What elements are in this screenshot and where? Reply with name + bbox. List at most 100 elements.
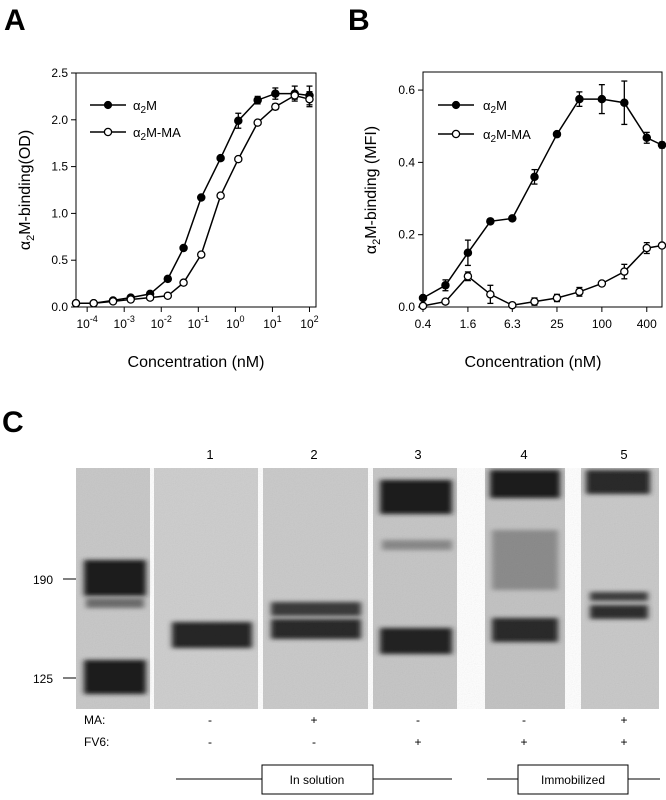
fv6-sign-lane-3: + (414, 735, 421, 749)
chart-a-series-1-point-9 (234, 154, 243, 164)
chart-b-series-1-point-3 (486, 290, 495, 299)
chart-a-frame (75, 72, 317, 308)
chart-a-legend-label-1: α2M (133, 98, 157, 116)
chart-a-series-1-point-11 (271, 102, 280, 111)
chart-b-legend-2-post: M-MA (496, 127, 531, 142)
chart-b-series-0-point-1 (441, 281, 450, 290)
chart-b-legend-marker-1 (451, 100, 461, 110)
ma-sign-lane-4: - (522, 713, 526, 727)
chart-a-legend-2-post: M-MA (146, 125, 181, 140)
chart-a-x-tick-label-2: 10-2 (151, 314, 172, 331)
chart-a-legend-1-post: M (146, 98, 157, 113)
chart-b-legend-label-1: α2M (483, 98, 507, 116)
chart-b-series-0-point-2 (463, 248, 473, 258)
chart-b-series-0-point-6 (552, 129, 562, 139)
lane-number-3: 3 (414, 447, 421, 462)
chart-b-y-tick-label-3: 0.6 (398, 83, 415, 97)
chart-a-x-tick-label-0: 10-4 (76, 314, 97, 331)
chart-b-series-1-point-4 (508, 300, 517, 310)
chart-b-x-axis-label: Concentration (nM) (465, 354, 602, 371)
chart-b-series-0-point-7 (575, 94, 584, 104)
chart-a-series-1-point-1 (89, 299, 98, 308)
chart-a-x-tick-label-5: 101 (263, 314, 281, 331)
chart-a-x-tick-label-4: 100 (226, 314, 244, 331)
chart-a-ylabel-sub: 2 (25, 235, 37, 241)
chart-a-series-1-point-12 (290, 91, 299, 100)
chart-b-x-tick-label-2: 6.3 (504, 317, 521, 331)
solution-label: In solution (290, 773, 345, 787)
lane-number-4: 4 (520, 447, 527, 462)
chart-a-series-1-point-2 (108, 297, 118, 306)
chart-b-series-0-point-3 (486, 217, 495, 226)
chart-a-series-1-point-7 (196, 250, 206, 259)
fv6-sign-lane-1: - (208, 735, 212, 749)
gel-strip-marker (76, 468, 150, 709)
chart-b-series-0-point-0 (418, 293, 428, 303)
chart-b-series-1-point-5 (530, 297, 539, 306)
chart-b-series-0-point-9 (620, 98, 629, 107)
chart-a-x-axis-label: Concentration (nM) (128, 354, 265, 371)
chart-b-frame (422, 71, 663, 308)
chart-b-series-1-point-8 (597, 279, 607, 288)
chart-a-legend-marker-1 (103, 100, 113, 110)
chart-a-x-tick-label-1: 10-3 (114, 314, 135, 331)
chart-a-series-1-point-5 (163, 291, 173, 301)
fv6-sign-lane-5: + (620, 735, 627, 749)
ma-sign-lane-1: - (208, 713, 212, 727)
chart-b-series-1-point-11 (657, 241, 666, 250)
marker-label-125: 125 (33, 672, 53, 686)
chart-a-legend-2-pre: α (133, 125, 141, 140)
chart-a-x-tick-label-6: 102 (300, 314, 318, 331)
chart-b-y-tick-label-0: 0.0 (398, 300, 415, 314)
chart-b-series-1-point-2 (463, 272, 473, 281)
chart-a-series-1-point-10 (253, 118, 262, 127)
immobilized-label: Immobilized (541, 773, 605, 787)
chart-b-series-1-point-1 (441, 297, 450, 306)
chart-b-y-tick-label-2: 0.4 (398, 155, 415, 169)
gel-strip-lane-5 (581, 468, 659, 709)
chart-a-series-0-point-8 (216, 153, 225, 163)
chart-a-series-1-point-8 (216, 191, 225, 200)
chart-a-ylabel-pre: α (17, 241, 34, 250)
chart-b-series-0-point-11 (657, 140, 666, 150)
chart-b-x-tick-label-3: 25 (550, 317, 564, 331)
lane-number-2: 2 (310, 447, 317, 462)
gel-strip-lane-1 (154, 468, 258, 709)
chart-b-x-tick-label-1: 1.6 (460, 317, 477, 331)
chart-b: Concentration (nM) α2M-binding (MFI) 0.4… (363, 71, 666, 371)
chart-b-x-tick-label-0: 0.4 (415, 317, 432, 331)
chart-a-legend-2-sub: 2 (141, 132, 147, 143)
immobilized-box (517, 764, 629, 795)
solution-box (261, 764, 374, 795)
chart-b-legend-marker-2 (451, 129, 461, 139)
chart-a-series-1-point-6 (179, 278, 188, 287)
chart-a: Concentration (nM) α2M-binding(OD) 10-4 1… (17, 66, 319, 371)
chart-a-series-1 (71, 91, 314, 308)
condition-label-fv6: FV6: (84, 735, 109, 749)
chart-b-series-1 (418, 241, 666, 311)
chart-b-legend: α2M α2M-MA (438, 98, 531, 145)
chart-a-series-0 (71, 85, 314, 308)
chart-b-series-0-line (422, 98, 663, 299)
chart-a-series-1-point-4 (145, 293, 155, 302)
chart-a-series-0-point-10 (253, 95, 262, 105)
chart-a-legend-label-2: α2M-MA (133, 125, 181, 143)
chart-a-y-tick-label-4: 2.0 (51, 113, 68, 127)
chart-a-series-1-point-0 (71, 299, 81, 308)
chart-b-series-1-point-10 (642, 243, 652, 253)
chart-b-series-1-line (422, 244, 663, 307)
chart-b-ylabel-pre: α (363, 245, 380, 254)
panel-label-b: B (348, 4, 370, 37)
chart-a-series-0-point-11 (271, 89, 280, 98)
chart-b-series-0-point-4 (508, 214, 517, 223)
condition-label-ma: MA: (84, 713, 105, 727)
chart-a-legend-1-pre: α (133, 98, 141, 113)
chart-a-y-tick-label-2: 1.0 (51, 206, 68, 220)
chart-b-series-0-point-8 (597, 94, 607, 104)
ma-sign-lane-2: + (310, 713, 317, 727)
chart-b-series-1-point-7 (575, 287, 584, 297)
marker-label-190: 190 (33, 573, 53, 587)
gel-strip-lane-4 (485, 468, 565, 709)
chart-b-ylabel-sub: 2 (371, 239, 383, 245)
